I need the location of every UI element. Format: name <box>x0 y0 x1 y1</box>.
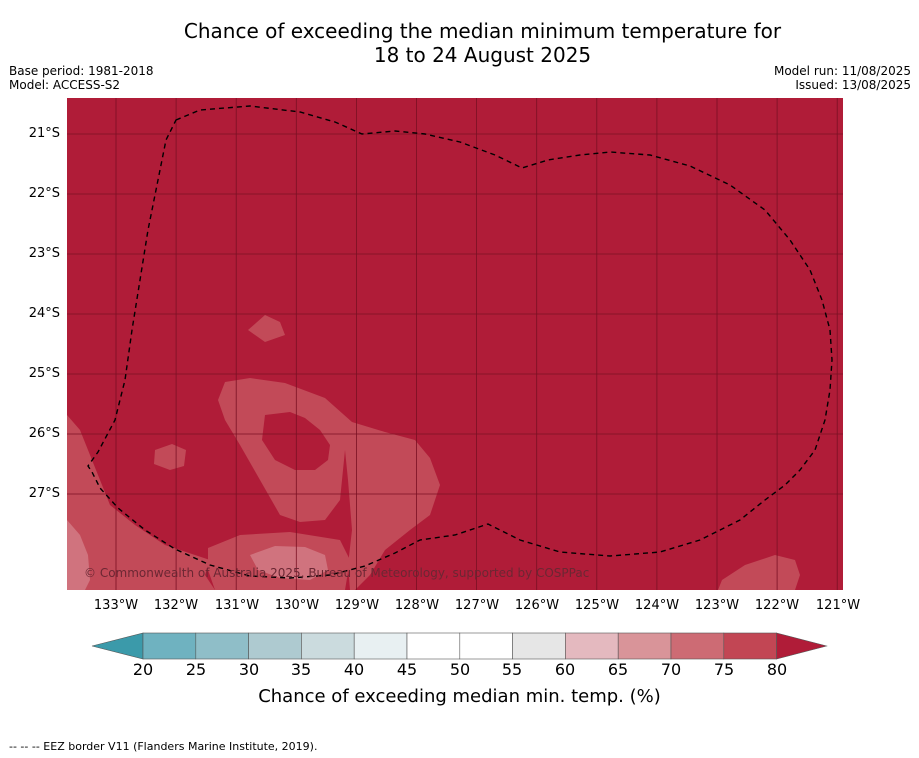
colorbar-tick: 55 <box>501 660 523 679</box>
colorbar-tick: 50 <box>449 660 471 679</box>
colorbar-tick: 40 <box>343 660 365 679</box>
lon-label: 122°W <box>754 598 800 613</box>
lon-label: 126°W <box>514 598 560 613</box>
contour-region-70-75 <box>248 315 285 342</box>
colorbar-tick: 80 <box>766 660 788 679</box>
lon-label: 128°W <box>394 598 440 613</box>
map-background <box>67 98 843 590</box>
contour-region-70-75 <box>154 444 186 470</box>
lon-label: 133°W <box>93 598 139 613</box>
copyright-text: © Commonwealth of Australia 2025, Bureau… <box>84 566 590 580</box>
lat-label: 22°S <box>28 186 60 201</box>
lon-label: 131°W <box>214 598 260 613</box>
lon-label: 125°W <box>574 598 620 613</box>
colorbar-extend-low <box>91 632 144 660</box>
lon-label: 129°W <box>334 598 380 613</box>
colorbar-extend-high <box>776 632 828 660</box>
lon-label: 123°W <box>694 598 740 613</box>
contour-region-65-70 <box>250 546 328 580</box>
colorbar-segment <box>406 632 461 660</box>
lon-label: 132°W <box>153 598 199 613</box>
colorbar-segment <box>142 632 197 660</box>
lat-label: 24°S <box>28 306 60 321</box>
colorbar-segment <box>248 632 302 660</box>
lat-label: 26°S <box>28 426 60 441</box>
lat-label: 27°S <box>28 486 60 501</box>
colorbar-segment <box>512 632 566 660</box>
lon-label: 130°W <box>274 598 320 613</box>
colorbar-tick: 45 <box>396 660 418 679</box>
colorbar-tick: 35 <box>290 660 312 679</box>
colorbar-segment <box>195 632 249 660</box>
colorbar-segment <box>565 632 619 660</box>
colorbar-tick: 65 <box>607 660 629 679</box>
graticule <box>67 98 843 590</box>
colorbar-tick: 75 <box>713 660 735 679</box>
colorbar-tick: 30 <box>238 660 260 679</box>
lon-label: 124°W <box>634 598 680 613</box>
eez-border <box>87 105 833 579</box>
eez-legend-footnote: -- -- -- EEZ border V11 (Flanders Marine… <box>9 740 318 753</box>
contour-region-70-75 <box>718 555 800 590</box>
issued-text: Issued: 13/08/2025 <box>795 78 911 92</box>
colorbar-segment <box>670 632 725 660</box>
lat-label: 25°S <box>28 366 60 381</box>
contour-region-70-75 <box>67 415 215 590</box>
chart-title-line2: 18 to 24 August 2025 <box>373 43 592 67</box>
lat-label: 21°S <box>28 126 60 141</box>
lat-label: 23°S <box>28 246 60 261</box>
colorbar-label: Chance of exceeding median min. temp. (%… <box>258 686 661 707</box>
map-field <box>67 98 843 590</box>
colorbar-tick: 70 <box>660 660 682 679</box>
model-run-text: Model run: 11/08/2025 <box>773 64 911 78</box>
colorbar-tick: 20 <box>132 660 154 679</box>
colorbar-segment <box>301 632 355 660</box>
colorbar-segment <box>723 632 777 660</box>
colorbar <box>91 632 828 660</box>
colorbar-segment <box>459 632 513 660</box>
colorbar-tick: 60 <box>554 660 576 679</box>
colorbar-segment <box>353 632 408 660</box>
contour-region-65-70 <box>67 520 90 590</box>
lon-label: 121°W <box>815 598 861 613</box>
base-period-text: Base period: 1981-2018 <box>9 64 154 78</box>
chart-title-line1: Chance of exceeding the median minimum t… <box>183 19 782 43</box>
colorbar-segment <box>617 632 672 660</box>
lon-label: 127°W <box>454 598 500 613</box>
model-text: Model: ACCESS-S2 <box>9 78 121 92</box>
colorbar-tick: 25 <box>185 660 207 679</box>
